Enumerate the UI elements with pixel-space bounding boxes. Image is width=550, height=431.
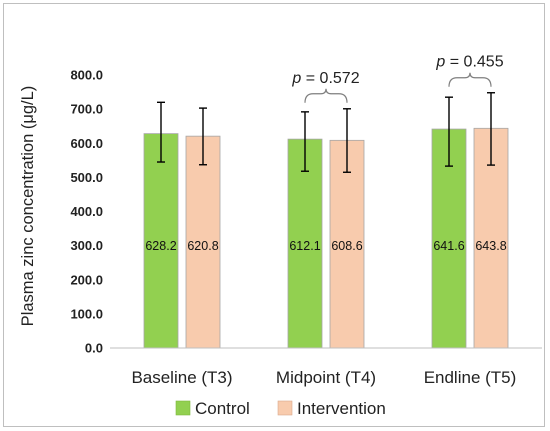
y-axis-label: Plasma zinc concentration (μg/L) (19, 86, 37, 327)
significance-brace (304, 88, 348, 103)
x-tick-label: Baseline (T3) (131, 368, 232, 387)
legend-label-intervention: Intervention (297, 399, 386, 418)
p-symbol: p (291, 70, 301, 87)
x-tick-label: Endline (T5) (424, 368, 517, 387)
bar-control-0 (143, 133, 179, 349)
significance-brace (448, 72, 492, 87)
data-label-intervention-2: 643.8 (475, 239, 506, 253)
p-value: = 0.572 (301, 70, 359, 87)
bar-control-1 (287, 138, 323, 349)
data-label-control-2: 641.6 (433, 239, 464, 253)
p-value: = 0.455 (445, 54, 503, 71)
legend-label-control: Control (195, 399, 250, 418)
p-value-label: p = 0.455 (435, 54, 503, 71)
y-tick-label: 700.0 (70, 102, 103, 117)
y-axis-ticks: 0.0 100.0 200.0 300.0 400.0 500.0 600.0 700.0 80… (70, 68, 103, 356)
y-tick-label: 0.0 (85, 341, 103, 356)
data-label-intervention-1: 608.6 (331, 239, 362, 253)
x-tick-label: Midpoint (T4) (276, 368, 376, 387)
data-label-control-1: 612.1 (289, 239, 320, 253)
y-tick-label: 800.0 (70, 68, 103, 83)
data-label-intervention-0: 620.8 (187, 239, 218, 253)
error-bars (157, 92, 495, 173)
y-tick-label: 500.0 (70, 170, 103, 185)
x-axis-category-labels: Baseline (T3) Midpoint (T4) Endline (T5) (131, 368, 516, 387)
legend-swatch-control (175, 400, 191, 416)
bar-intervention-1 (329, 139, 365, 349)
data-label-control-0: 628.2 (145, 239, 176, 253)
legend-swatch-intervention (277, 400, 293, 416)
y-tick-label: 200.0 (70, 272, 103, 287)
p-symbol: p (435, 54, 445, 71)
y-tick-label: 100.0 (70, 306, 103, 321)
p-value-label: p = 0.572 (291, 70, 359, 87)
y-tick-label: 300.0 (70, 238, 103, 253)
legend: Control Intervention (175, 399, 386, 418)
y-tick-label: 400.0 (70, 204, 103, 219)
data-labels: 628.2 620.8 612.1 608.6 641.6 643.8 (145, 239, 506, 253)
y-tick-label: 600.0 (70, 136, 103, 151)
